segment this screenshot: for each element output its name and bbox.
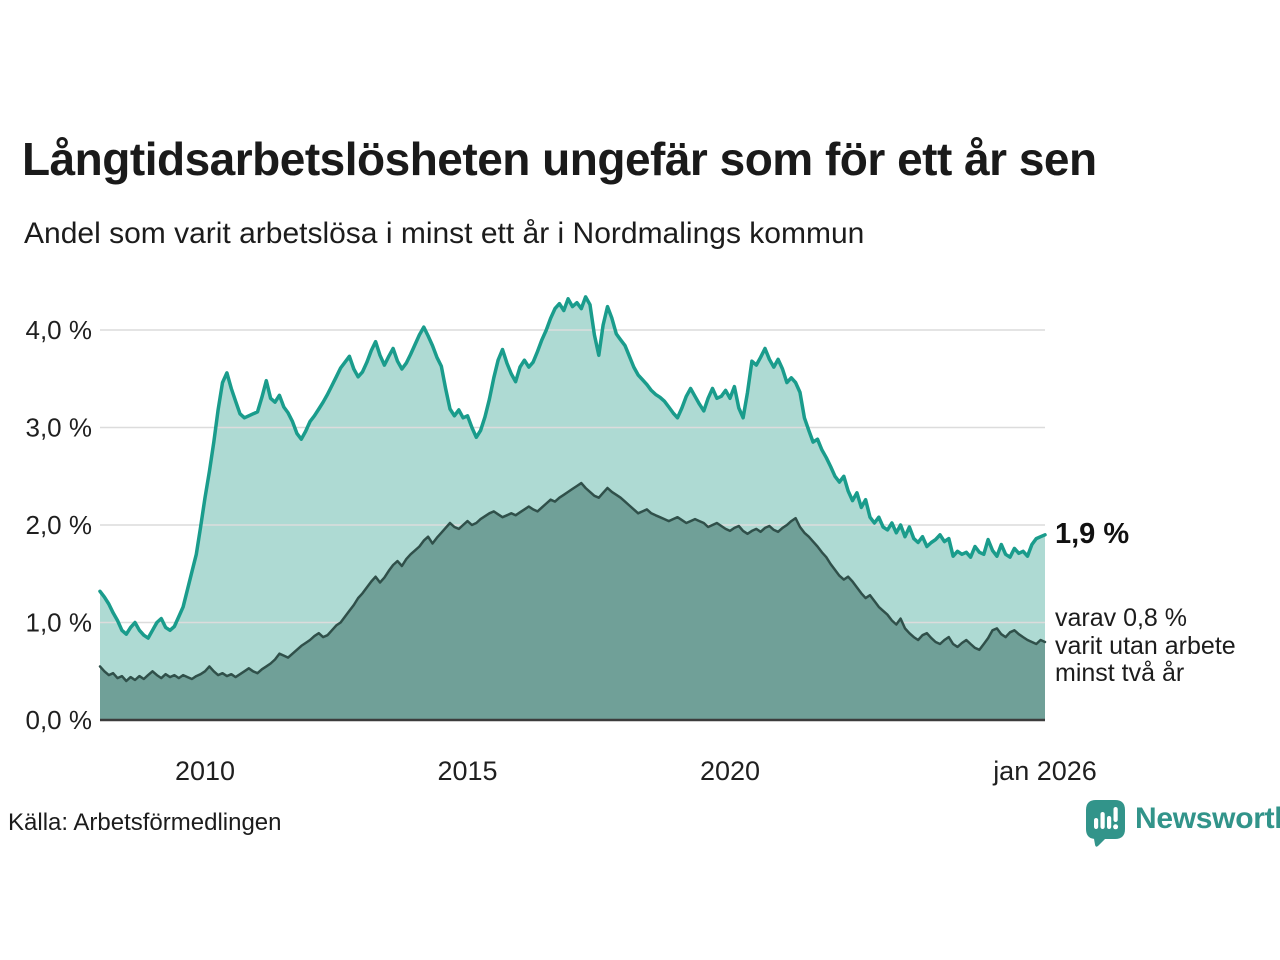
two-year-annotation: varav 0,8 % varit utan arbete minst två … <box>1055 604 1236 688</box>
x-tick-label: 2010 <box>175 756 235 786</box>
bar-chart-bar <box>1100 812 1105 829</box>
x-tick-label: 2015 <box>437 756 497 786</box>
exclamation-dot <box>1113 824 1119 830</box>
y-tick-label: 0,0 % <box>26 705 93 735</box>
annotation-line: varav 0,8 % <box>1055 604 1188 632</box>
annotation-line: varit utan arbete <box>1055 631 1236 660</box>
latest-value-label: 1,9 % <box>1055 518 1130 550</box>
page-title: Långtidsarbetslösheten ungefär som för e… <box>22 133 1097 185</box>
area-min-two-years <box>100 483 1045 720</box>
x-tick-label: jan 2026 <box>992 756 1097 786</box>
newsworthy-logo-icon <box>1086 800 1125 847</box>
newsworthy-logo: Newsworthy <box>1085 799 1280 847</box>
annotation-line: minst två år <box>1055 659 1185 687</box>
y-tick-label: 4,0 % <box>26 315 93 345</box>
line-min-one-year <box>98 295 1047 640</box>
exclamation-bar <box>1113 807 1118 822</box>
line-min-two-years <box>98 481 1047 683</box>
bar-chart-bar <box>1094 818 1099 829</box>
source-attribution: Källa: Arbetsförmedlingen <box>8 809 282 836</box>
brand-name: Newsworthy <box>1135 802 1280 835</box>
y-tick-label: 2,0 % <box>26 510 93 540</box>
y-tick-label: 3,0 % <box>26 413 93 443</box>
page-subtitle: Andel som varit arbetslösa i minst ett å… <box>24 217 865 250</box>
x-tick-label: 2020 <box>700 756 760 786</box>
speech-bubble-shape <box>1086 800 1125 847</box>
bar-chart-bar <box>1107 816 1112 829</box>
y-tick-label: 1,0 % <box>26 608 93 638</box>
